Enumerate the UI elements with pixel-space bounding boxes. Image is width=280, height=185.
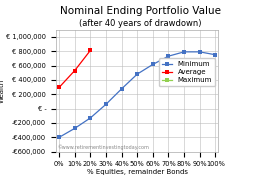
Minimum <box>214 54 217 56</box>
Line: Minimum: Minimum <box>58 50 217 139</box>
Text: (after 40 years of drawdown): (after 40 years of drawdown) <box>79 18 201 28</box>
Average <box>73 69 76 72</box>
Text: Nominal Ending Portfolio Value: Nominal Ending Portfolio Value <box>59 6 221 16</box>
Minimum <box>151 63 155 65</box>
Minimum <box>89 117 92 119</box>
Minimum <box>167 55 170 57</box>
Minimum <box>104 103 108 105</box>
Minimum <box>136 73 139 75</box>
Average <box>89 49 92 52</box>
Line: Average: Average <box>58 49 92 89</box>
X-axis label: % Equities, remainder Bonds: % Equities, remainder Bonds <box>87 169 188 175</box>
Legend: Minimum, Average, Maximum: Minimum, Average, Maximum <box>159 58 215 86</box>
Y-axis label: Wealth: Wealth <box>0 78 5 103</box>
Minimum <box>120 88 123 90</box>
Minimum <box>198 51 201 53</box>
Average <box>57 86 61 89</box>
Minimum <box>73 127 76 130</box>
Text: ©www.retirementinvestingtoday.com: ©www.retirementinvestingtoday.com <box>58 145 150 150</box>
Minimum <box>57 136 61 138</box>
Minimum <box>182 51 186 53</box>
